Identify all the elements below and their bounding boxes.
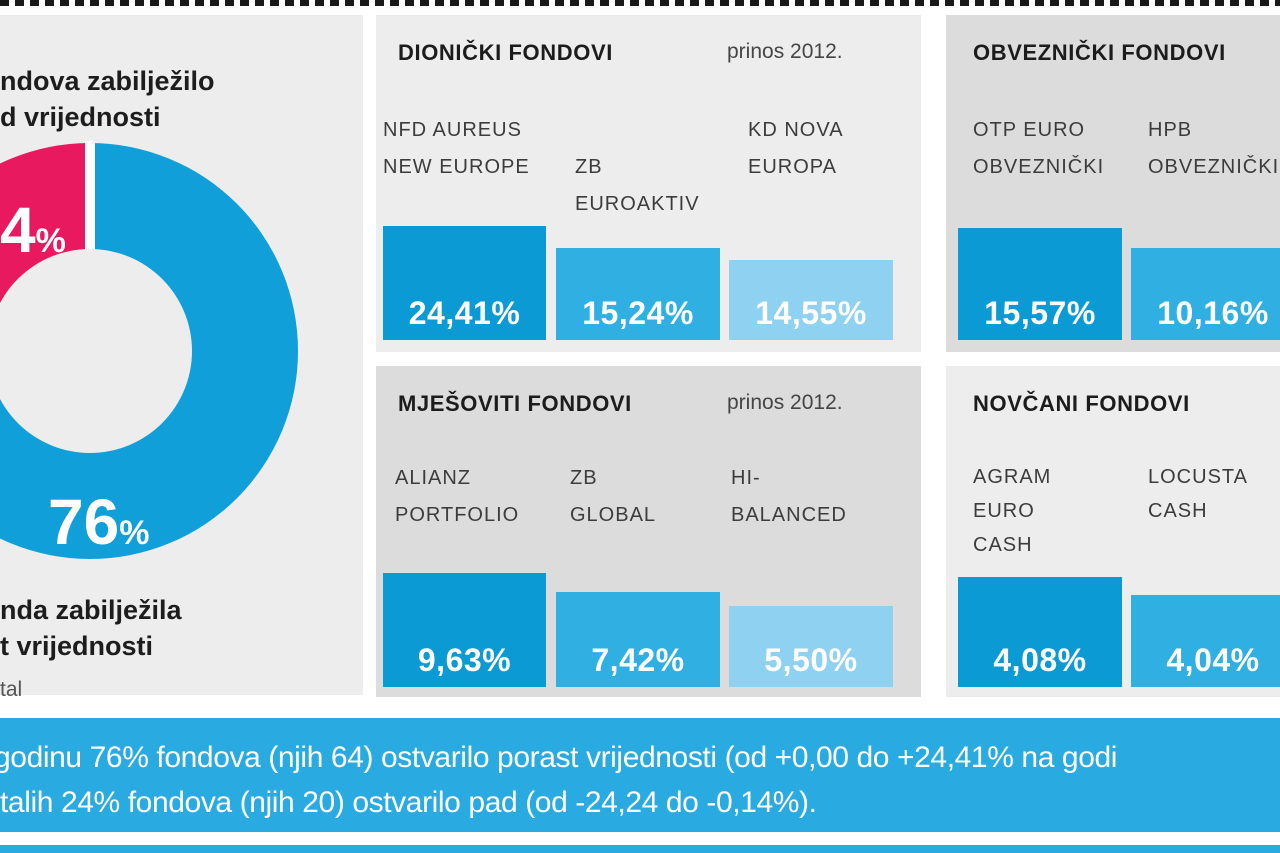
bar-otp-euro-obveznicki: 15,57%: [958, 228, 1122, 340]
bar-value: 24,41%: [408, 295, 521, 331]
bar-value: 4,08%: [993, 642, 1087, 678]
bar-value: 15,24%: [582, 295, 694, 331]
fund-label: HPB OBVEZNIČKI: [1148, 119, 1280, 178]
rast-slice-percent-sign: %: [119, 514, 150, 552]
fund-label: ZB EUROAKTIV: [575, 156, 700, 215]
fund-label: KD NOVA EUROPA: [748, 119, 844, 178]
fund-label: ALIANZ PORTFOLIO: [395, 467, 520, 526]
bar-value: 5,50%: [764, 642, 858, 678]
top-dashed-border: [0, 0, 1280, 6]
summary-line-2: talih 24% fondova (njih 20) ostvarilo pa…: [0, 786, 817, 819]
pad-slice-number: 4: [0, 194, 36, 266]
bar-value: 9,63%: [417, 642, 512, 678]
source-credit: tal: [0, 678, 23, 701]
bar-hi-balanced: 5,50%: [729, 606, 893, 687]
panel-title-novcani: NOVČANI FONDOVI: [973, 391, 1190, 416]
fund-label: AGRAM EURO CASH: [973, 466, 1052, 556]
summary-banner: godinu 76% fondova (njih 64) ostvarilo p…: [0, 718, 1280, 832]
fund-label: LOCUSTA CASH: [1148, 466, 1248, 522]
donut-hole: [0, 249, 192, 453]
bar-value: 4,04%: [1166, 642, 1260, 678]
period-label-mjesoviti: prinos 2012.: [727, 391, 843, 414]
donut-separator-top: [85, 141, 95, 353]
bar-hpb-obveznicki: 10,16%: [1131, 248, 1280, 340]
bar-value: 7,42%: [591, 642, 685, 678]
fund-label: HI- BALANCED: [731, 467, 847, 526]
period-label-dionicki: prinos 2012.: [727, 40, 843, 63]
bottom-blue-strip: [0, 845, 1280, 853]
pad-headline: ndova zabilježilo d vrijednosti: [0, 66, 215, 132]
bar-nfd-aureus: 24,41%: [383, 226, 546, 340]
bar-value: 10,16%: [1157, 295, 1269, 331]
bar-agram-euro-cash: 4,08%: [958, 577, 1122, 687]
bar-alianz-portfolio: 9,63%: [383, 573, 546, 687]
summary-line-1: godinu 76% fondova (njih 64) ostvarilo p…: [0, 741, 1118, 774]
fund-label: OTP EURO OBVEZNIČKI: [973, 119, 1105, 178]
panel-title-dionicki: DIONIČKI FONDOVI: [398, 40, 613, 65]
pad-slice-percent-sign: %: [35, 222, 66, 260]
bar-value: 15,57%: [984, 295, 1096, 331]
bar-kd-nova-europa: 14,55%: [729, 260, 893, 340]
donut-panel: ndova zabilježilo d vrijednosti 4% 76% n…: [0, 15, 363, 701]
bar-zb-global: 7,42%: [556, 592, 720, 687]
panel-title-obveznicki: OBVEZNIČKI FONDOVI: [973, 40, 1226, 65]
rast-slice-number: 76: [48, 486, 120, 558]
fund-label: NFD AUREUS NEW EUROPE: [383, 119, 530, 178]
bar-zb-euroaktiv: 15,24%: [556, 248, 720, 340]
rast-slice-label: 76%: [48, 485, 149, 559]
bar-locusta-cash: 4,04%: [1131, 595, 1280, 687]
pad-slice-label: 4%: [0, 193, 66, 267]
panel-title-mjesoviti: MJEŠOVITI FONDOVI: [398, 391, 632, 416]
rast-headline: nda zabilježila t vrijednosti: [0, 595, 182, 661]
bar-value: 14,55%: [755, 295, 867, 331]
fund-label: ZB GLOBAL: [570, 467, 657, 526]
